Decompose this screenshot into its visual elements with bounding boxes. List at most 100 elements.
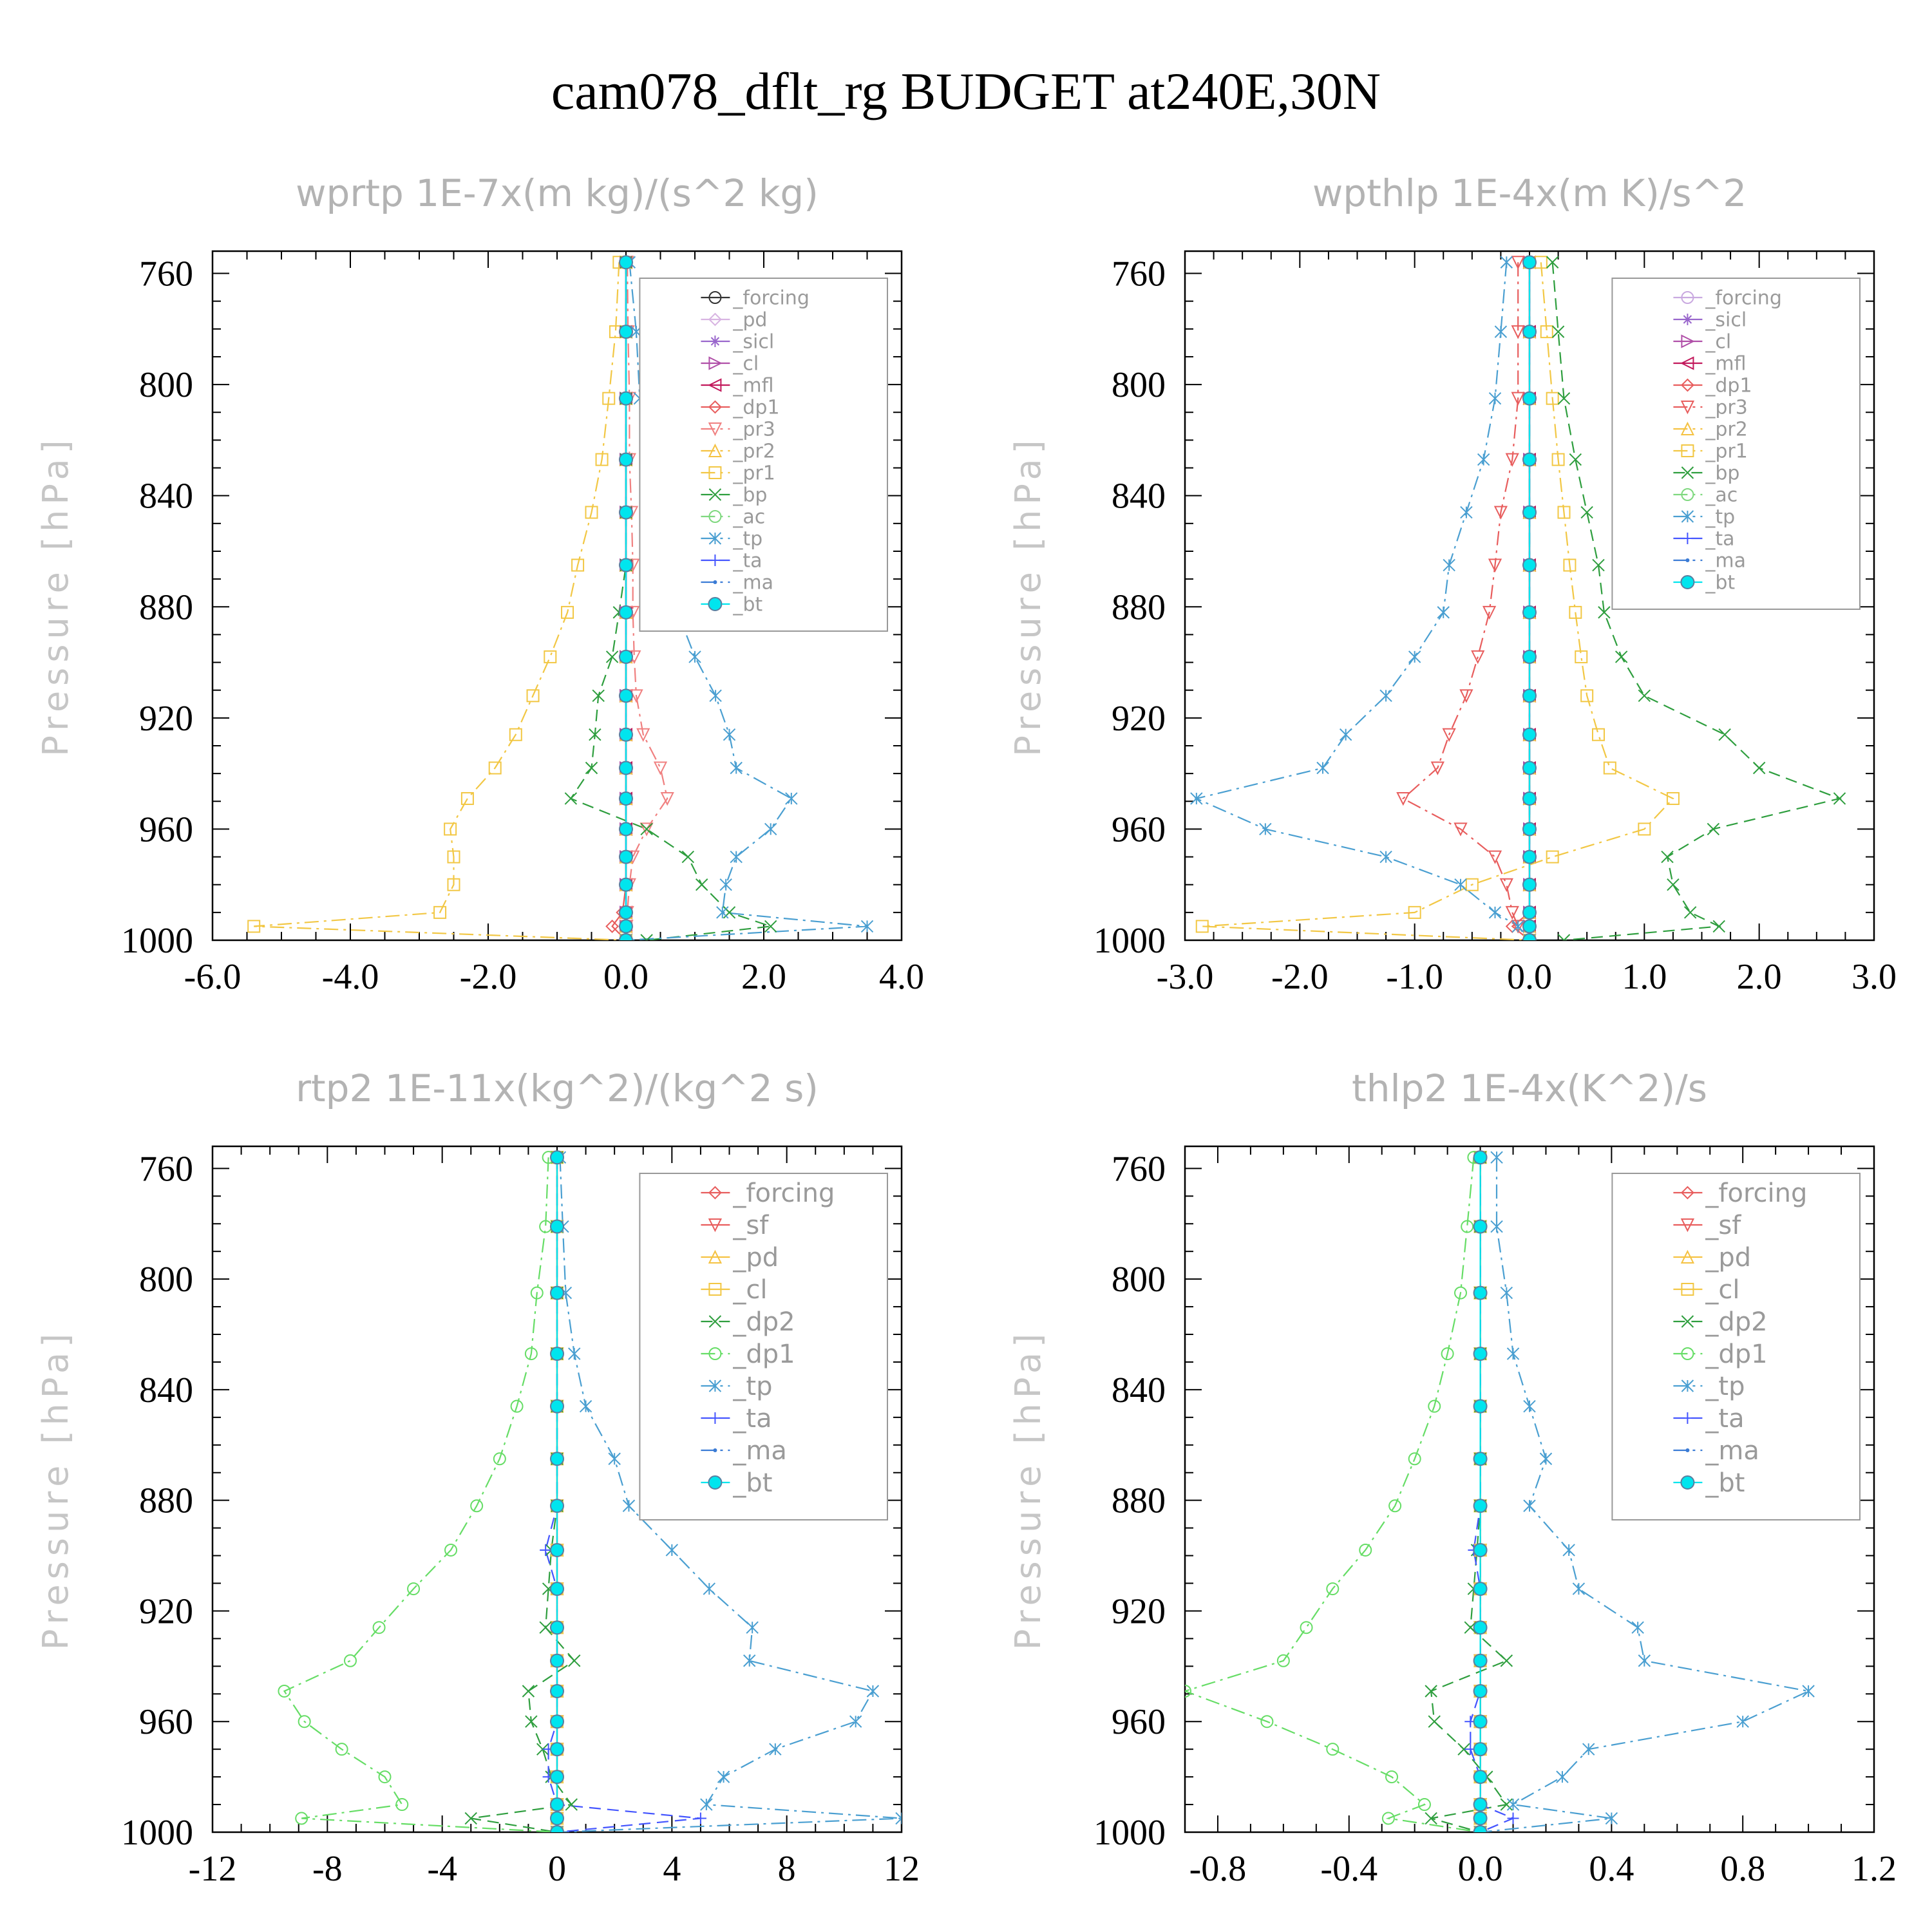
- marker-s6-p10: [743, 1654, 756, 1667]
- marker-s7-p7: [1575, 650, 1588, 663]
- marker-s8-plegend: [1681, 466, 1694, 479]
- marker-s13-p1: [1522, 325, 1537, 339]
- marker-s5-p5: [493, 1452, 506, 1466]
- legend-entry: _ac: [1705, 484, 1738, 507]
- marker-s10-p8: [1379, 689, 1392, 703]
- marker-s13-p11: [1522, 791, 1537, 806]
- panel-4: thlp2 1E-4x(K^2)/s Pressure [hPa] -0.8 -0.4…: [1008, 1066, 1897, 1889]
- series-line-ta: [1470, 1157, 1515, 1832]
- marker-s9-p16: [764, 920, 777, 933]
- marker-s8-p6: [561, 605, 574, 619]
- marker-s8-p9: [509, 728, 522, 741]
- legend-entry: _bp: [732, 484, 767, 507]
- marker-s5-p13: [1326, 1743, 1340, 1756]
- legend-entry: _ma: [732, 1436, 786, 1466]
- marker-s6-p15: [700, 1798, 713, 1811]
- marker-s10-p14: [1454, 878, 1467, 891]
- marker-s10-p9: [1339, 728, 1352, 741]
- y-tick-label: 760: [139, 254, 193, 294]
- marker-s7-p5: [1563, 558, 1577, 572]
- marker-s9-p15: [1473, 1797, 1488, 1812]
- marker-s14-p3: [619, 452, 633, 467]
- marker-s7-p7: [540, 1544, 552, 1556]
- marker-s4-p12: [1428, 1715, 1441, 1728]
- marker-s5-p7: [444, 1543, 458, 1557]
- marker-s9-plegend: [1680, 1475, 1695, 1490]
- marker-s7-p10: [1603, 761, 1616, 775]
- marker-s5-p8: [407, 1582, 421, 1596]
- marker-s4-p15: [1500, 1798, 1513, 1811]
- marker-s4-p16: [1425, 1812, 1437, 1825]
- legend: _forcing_sicl_cl_mfl_dp1_pr3_pr2_pr1_bp_…: [1611, 278, 1861, 610]
- marker-s10-p7: [1408, 650, 1421, 663]
- marker-s12-plegend: [1685, 558, 1690, 562]
- marker-s5-p3: [1441, 1347, 1454, 1361]
- legend-entry: _forcing: [732, 1179, 835, 1208]
- marker-s7-p6: [1569, 605, 1582, 619]
- marker-s9-p4: [550, 1399, 564, 1414]
- legend-entry: _tp: [1705, 1372, 1745, 1401]
- legend-entry: _ta: [732, 1404, 772, 1434]
- x-tick-label: 0: [548, 1849, 566, 1889]
- legend-entry: _dp1: [1705, 375, 1752, 397]
- marker-s5-p13: [335, 1743, 348, 1756]
- y-axis-label: Pressure [hPa]: [1008, 1329, 1048, 1650]
- legend: _forcing_pd_sicl_cl_mfl_dp1_pr3_pr2_pr1_…: [639, 278, 889, 632]
- marker-s5-p2: [1454, 1286, 1467, 1300]
- figure-title: cam078_dflt_rg BUDGET at240E,30N: [551, 62, 1381, 120]
- marker-s9-p17: [550, 1825, 564, 1832]
- marker-s6-p8: [703, 1582, 715, 1595]
- legend-entry: _pr2: [732, 440, 775, 463]
- legend-entry: _ma: [732, 572, 773, 594]
- marker-s14-p10: [619, 761, 633, 775]
- series-line-tp: [625, 262, 867, 940]
- y-tick-label: 920: [1112, 1591, 1166, 1631]
- marker-s4-plegend: [1681, 1315, 1694, 1328]
- marker-s4-p10: [568, 1654, 581, 1667]
- marker-s8-p7: [1615, 650, 1628, 663]
- marker-s4-plegend: [708, 378, 722, 392]
- y-axis-label: Pressure [hPa]: [35, 1329, 76, 1650]
- marker-s4-p12: [525, 1715, 538, 1728]
- x-tick-label: 12: [884, 1849, 920, 1889]
- marker-s9-plegend: [1681, 488, 1694, 501]
- marker-s8-p9: [1718, 728, 1731, 741]
- plot-area: [1190, 255, 1846, 940]
- legend-entry: _sicl: [732, 331, 774, 354]
- marker-s6-p10: [1638, 1654, 1651, 1667]
- legend-entry: _tp: [732, 528, 762, 551]
- y-tick-label: 800: [1112, 1260, 1166, 1300]
- legend-entry: _bt: [1705, 1468, 1745, 1498]
- marker-s6-p13: [769, 1743, 782, 1756]
- marker-s2-plegend: [709, 336, 721, 347]
- plot-area: [247, 255, 874, 940]
- marker-s7-p1: [1540, 325, 1553, 339]
- legend-entry: _cl: [732, 1275, 767, 1305]
- marker-s7-p14: [1465, 878, 1479, 891]
- marker-s10-p16: [1511, 920, 1524, 933]
- legend-entry: _mfl: [732, 375, 773, 397]
- marker-s11-p10: [730, 761, 743, 775]
- marker-s5-p0: [1511, 256, 1525, 270]
- marker-s5-p14: [1385, 1770, 1398, 1784]
- marker-s4-p11: [522, 1685, 535, 1698]
- y-tick-label: 1000: [1094, 1813, 1166, 1853]
- marker-s5-p7: [1471, 650, 1485, 665]
- series-line-tp: [556, 1157, 902, 1832]
- panel-1: wprtp 1E-7x(m kg)/(s^2 kg) Pressure [hPa]…: [35, 171, 924, 997]
- marker-s1-plegend: [708, 1218, 723, 1233]
- marker-s13-p3: [1522, 452, 1537, 467]
- marker-s7-p16: [1195, 920, 1209, 933]
- marker-s10-p10: [1316, 761, 1329, 775]
- x-tick-label: 3.0: [1852, 957, 1897, 997]
- series-line-pr1: [254, 262, 627, 940]
- marker-s9-p3: [1473, 1347, 1488, 1361]
- marker-s5-p11: [1185, 1684, 1191, 1698]
- plot-area: [278, 1150, 902, 1832]
- marker-s13-p7: [1522, 649, 1537, 664]
- series-line-dp1: [611, 262, 627, 940]
- marker-s6-p12: [1736, 1715, 1749, 1728]
- marker-s13-p17: [1522, 933, 1537, 940]
- y-tick-label: 800: [139, 1260, 193, 1300]
- marker-s0-plegend: [708, 1186, 722, 1200]
